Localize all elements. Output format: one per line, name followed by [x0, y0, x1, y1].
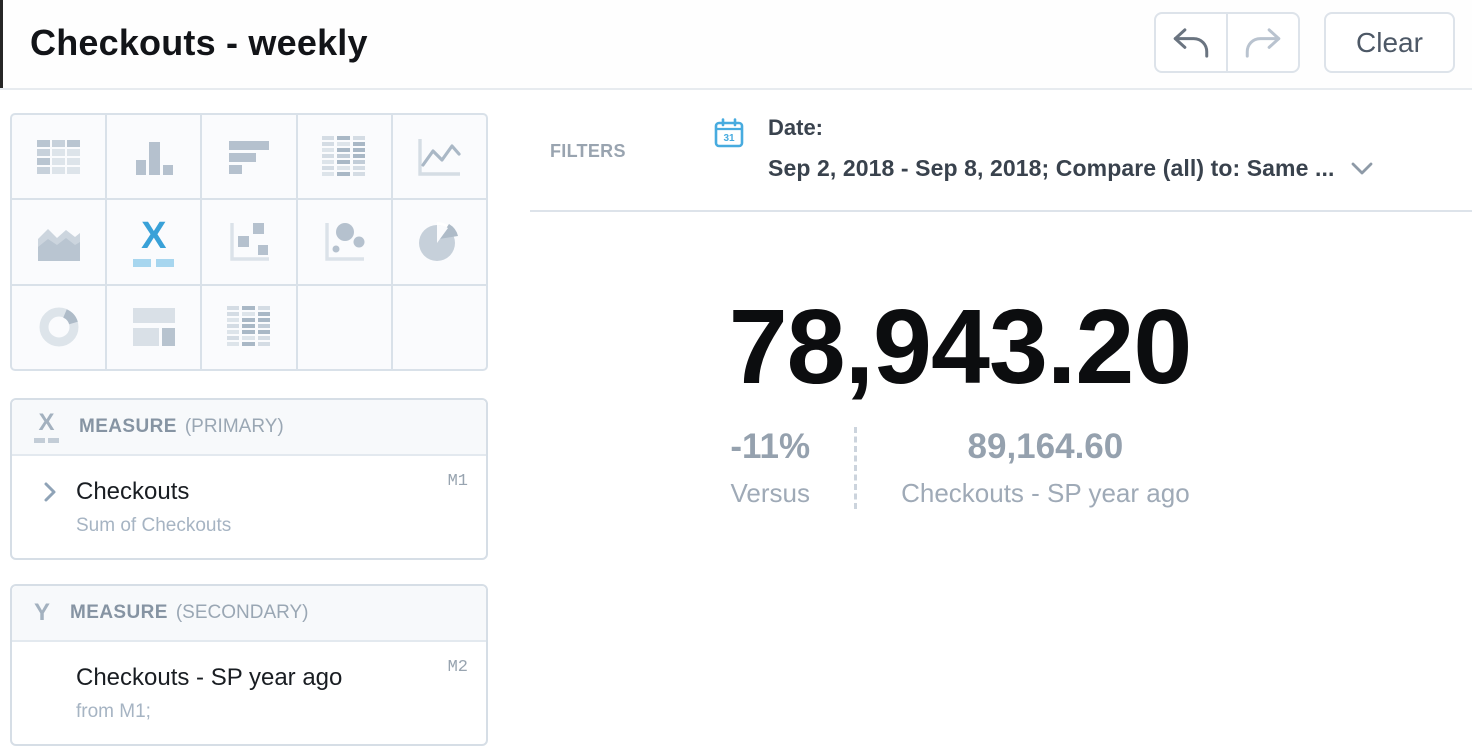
- filter-date-value: Sep 2, 2018 - Sep 8, 2018; Compare (all)…: [768, 155, 1335, 181]
- chart-type-picker: X: [10, 113, 488, 371]
- kpi-delta: -11%: [730, 427, 811, 467]
- svg-text:31: 31: [723, 133, 735, 144]
- horizontal-bar-icon: [225, 136, 273, 178]
- table-icon: [34, 137, 84, 177]
- chart-type-bar-chart[interactable]: [107, 115, 201, 199]
- kpi-value: 78,943.20: [728, 288, 1193, 406]
- measure-secondary-field: Checkouts - SP year ago: [76, 664, 343, 691]
- kpi-comparison: -11% Versus 89,164.60 Checkouts - SP yea…: [530, 427, 1390, 510]
- chart-type-area-chart[interactable]: [12, 200, 106, 284]
- measure-secondary-label: MEASURE: [70, 602, 168, 623]
- heat-table-icon: [224, 304, 274, 350]
- measure-secondary-qualifier: (SECONDARY): [175, 602, 309, 623]
- undo-redo-group: [1154, 12, 1300, 73]
- measure-primary-detail: Sum of Checkouts: [76, 515, 232, 536]
- chart-type-pivot-table[interactable]: [297, 115, 391, 199]
- y-axis-icon: Y: [34, 599, 51, 626]
- kpi-comparison-divider: [854, 427, 858, 510]
- measure-primary-label: MEASURE: [79, 416, 177, 437]
- chart-type-table[interactable]: [12, 115, 106, 199]
- kpi-visualization: 78,943.20 -11% Versus 89,164.60 Checkout…: [530, 288, 1390, 510]
- clear-button[interactable]: Clear: [1324, 12, 1455, 73]
- measure-primary-field: Checkouts: [76, 478, 190, 505]
- chart-type-kpi[interactable]: X: [107, 200, 201, 284]
- measure-secondary-row[interactable]: Checkouts - SP year ago from M1; M2: [12, 642, 486, 723]
- filter-date-chip[interactable]: Sep 2, 2018 - Sep 8, 2018; Compare (all)…: [768, 155, 1374, 182]
- x-axis-icon: X: [34, 411, 59, 443]
- chart-type-horizontal-bar-chart[interactable]: [202, 115, 296, 199]
- filter-date-field: Date:: [768, 115, 824, 140]
- filters-label: FILTERS: [550, 141, 626, 161]
- filters-divider: [530, 210, 1472, 212]
- measure-secondary-panel: Y MEASURE (SECONDARY) Checkouts - SP yea…: [10, 584, 488, 746]
- measure-primary-row[interactable]: Checkouts Sum of Checkouts M1: [12, 456, 486, 537]
- kpi-delta-block: -11% Versus: [686, 427, 854, 509]
- undo-button[interactable]: [1156, 14, 1226, 71]
- donut-chart-icon: [35, 303, 83, 351]
- measure-primary-tag: M1: [447, 472, 468, 491]
- chart-cell-empty: [392, 285, 486, 369]
- chart-type-box-plot[interactable]: [202, 200, 296, 284]
- redo-icon: [1242, 22, 1284, 64]
- measure-secondary-header: Y MEASURE (SECONDARY): [12, 586, 486, 642]
- chart-type-pie-chart[interactable]: [392, 200, 486, 284]
- page-title: Checkouts - weekly: [30, 22, 368, 63]
- redo-button[interactable]: [1226, 14, 1298, 71]
- box-plot-icon: [224, 219, 274, 265]
- chevron-right-icon[interactable]: [42, 480, 58, 504]
- pivot-table-icon: [319, 134, 369, 180]
- measure-primary-qualifier: (PRIMARY): [184, 416, 284, 437]
- chart-type-line-chart[interactable]: [392, 115, 486, 199]
- window-edge: [0, 0, 3, 88]
- pie-chart-icon: [415, 219, 463, 265]
- calendar-icon: 31: [712, 116, 746, 150]
- measure-primary-panel: X MEASURE (PRIMARY) Checkouts Sum of Che…: [10, 398, 488, 560]
- kpi-comparison-value: 89,164.60: [967, 427, 1124, 467]
- kpi-icon: X: [133, 217, 175, 267]
- measure-secondary-tag: M2: [447, 658, 468, 677]
- measure-secondary-detail: from M1;: [76, 701, 151, 722]
- area-chart-icon: [34, 221, 84, 263]
- chart-type-bubble-chart[interactable]: [297, 200, 391, 284]
- bar-chart-icon: [131, 136, 177, 178]
- header-bar: Checkouts - weekly Clear: [0, 0, 1472, 90]
- undo-icon: [1170, 22, 1212, 64]
- bubble-chart-icon: [319, 219, 369, 265]
- chart-type-dashboard[interactable]: [107, 285, 201, 369]
- chart-cell-empty: [297, 285, 391, 369]
- kpi-comparison-block: 89,164.60 Checkouts - SP year ago: [857, 427, 1234, 509]
- chart-type-heat-table[interactable]: [202, 285, 296, 369]
- measure-primary-header: X MEASURE (PRIMARY): [12, 400, 486, 456]
- chevron-down-icon[interactable]: [1350, 161, 1374, 176]
- kpi-comparison-label: Checkouts - SP year ago: [901, 478, 1190, 509]
- kpi-delta-label: Versus: [730, 478, 810, 509]
- line-chart-icon: [414, 135, 464, 179]
- dashboard-icon: [129, 304, 179, 350]
- chart-type-donut-chart[interactable]: [12, 285, 106, 369]
